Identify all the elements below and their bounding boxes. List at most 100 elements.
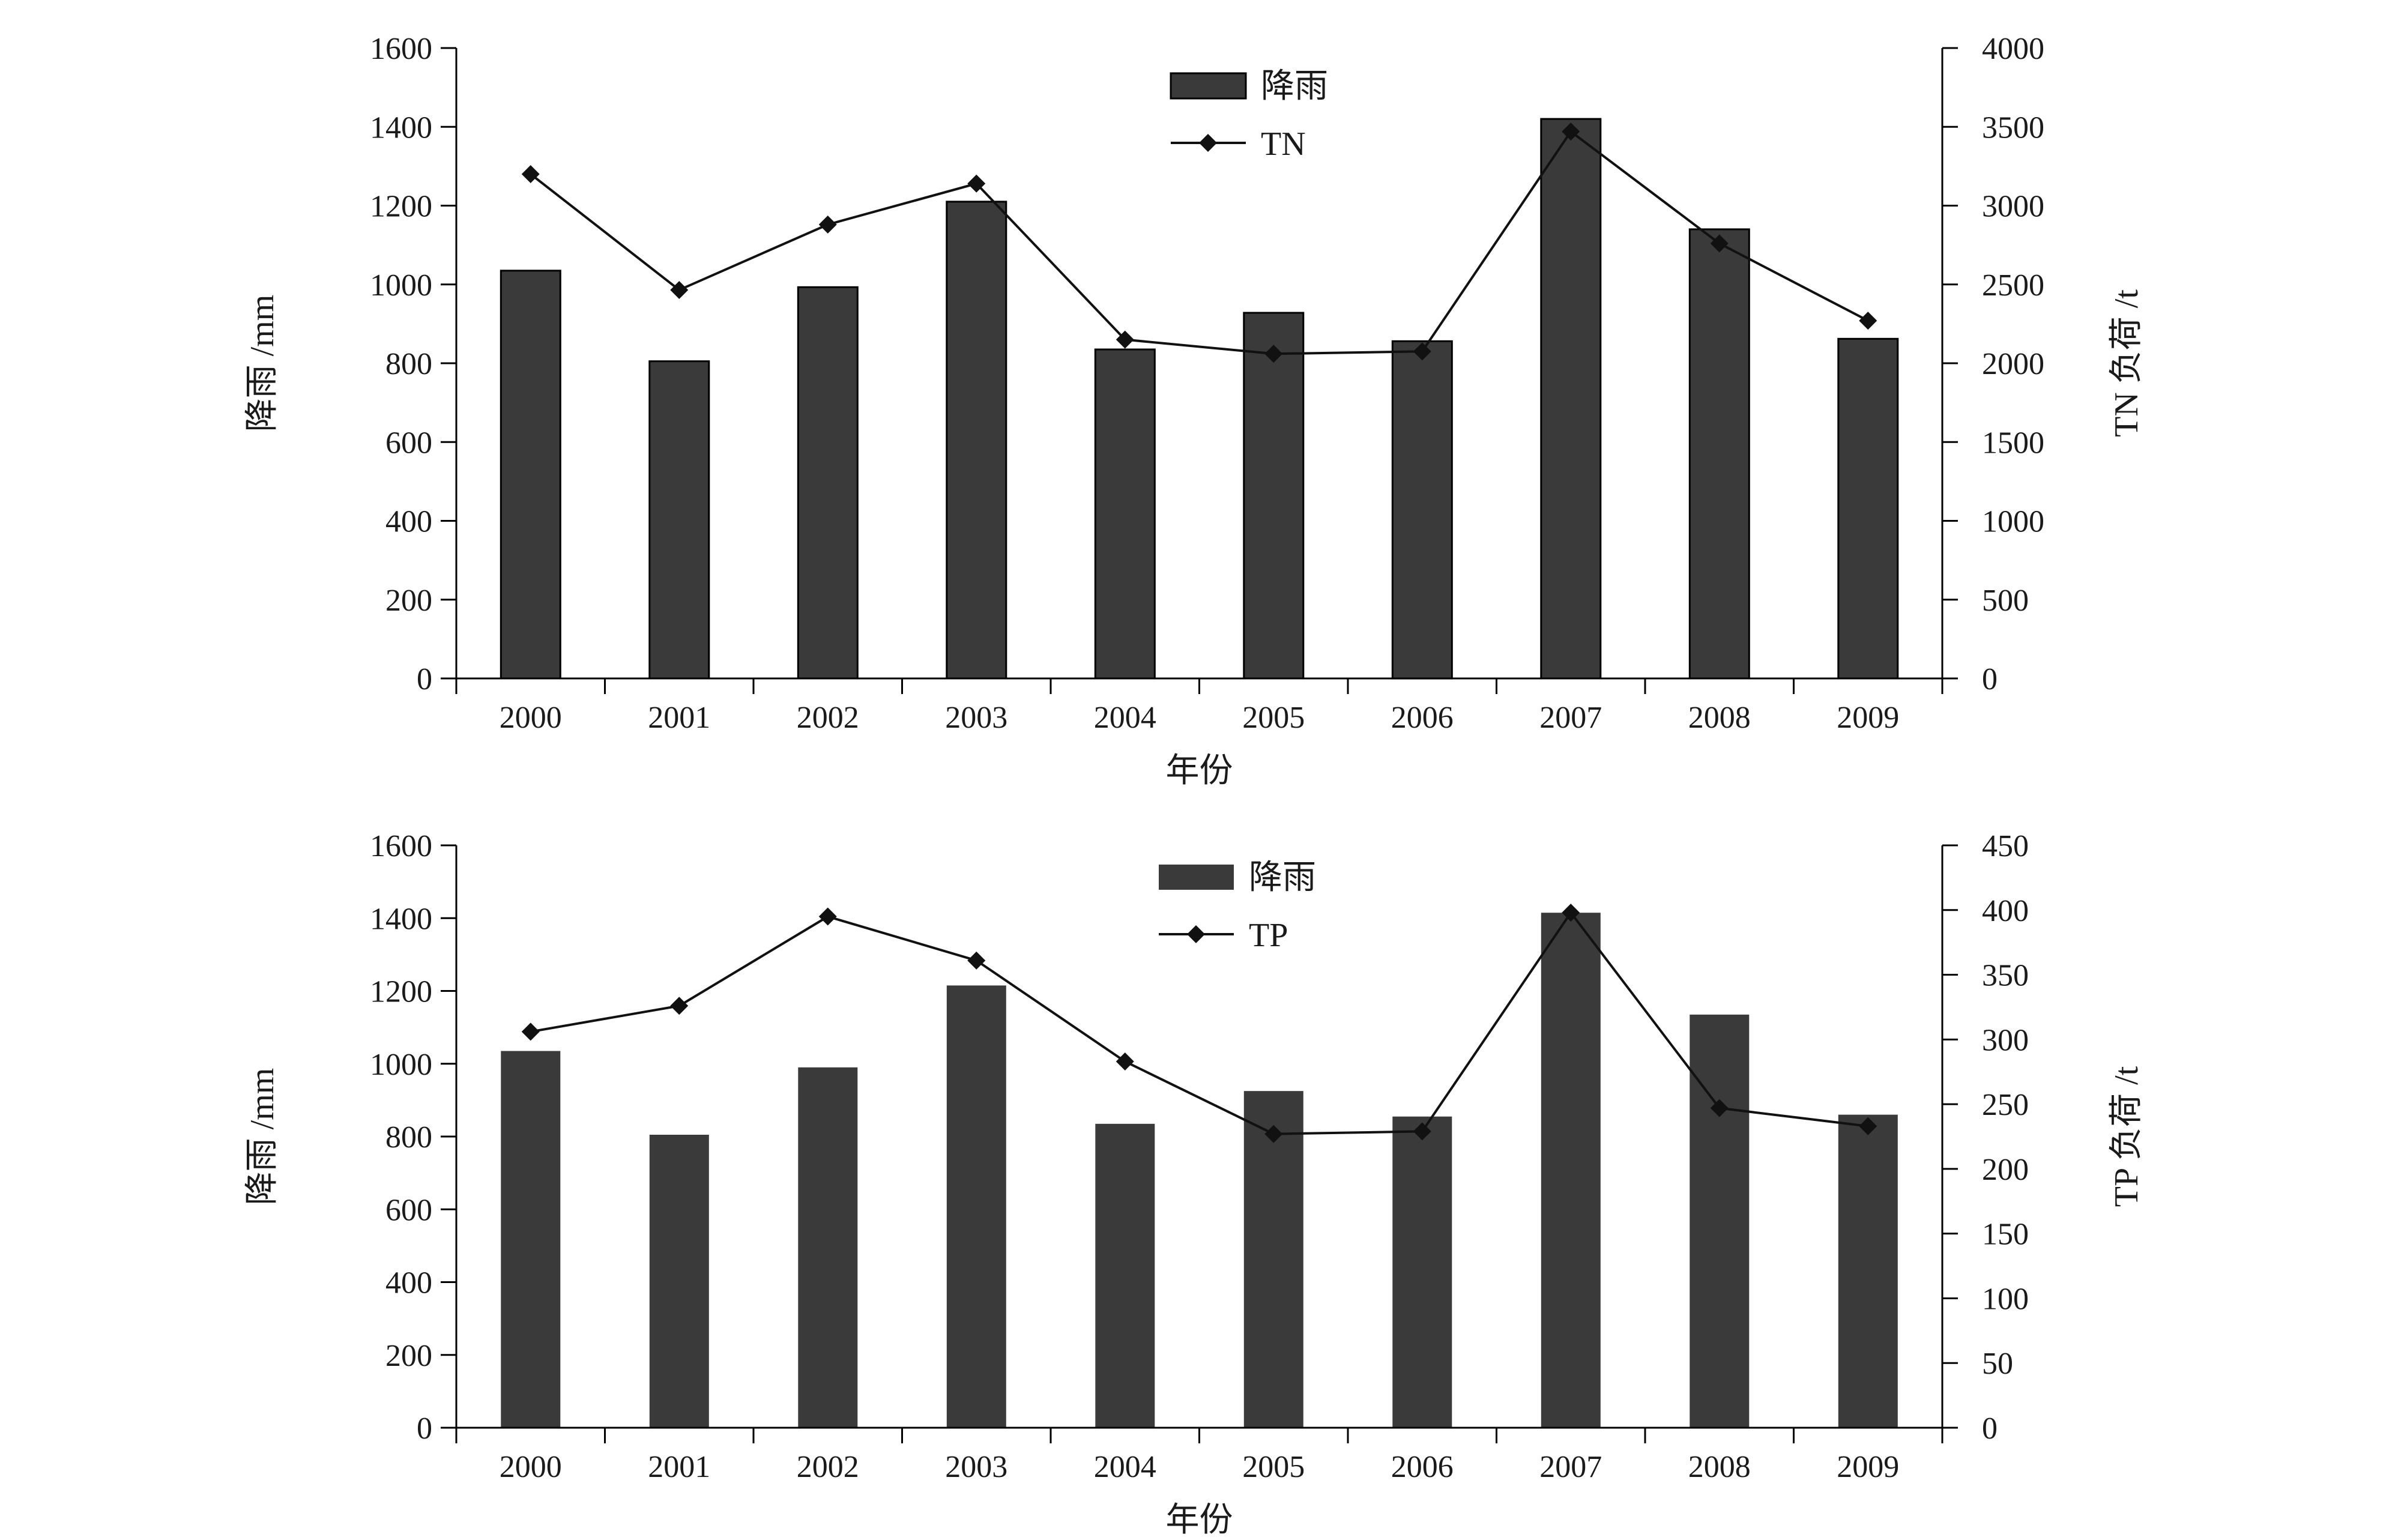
right-tick-label: 0 bbox=[1982, 662, 1998, 696]
load-point bbox=[1562, 122, 1580, 141]
left-tick-label: 400 bbox=[385, 505, 432, 539]
right-tick-label: 1000 bbox=[1982, 505, 2044, 539]
rain-bar bbox=[1540, 118, 1602, 680]
load-point bbox=[521, 1022, 540, 1041]
load-point bbox=[1710, 234, 1729, 253]
rain-bar bbox=[1094, 348, 1156, 680]
rain-bar bbox=[1243, 1091, 1303, 1428]
legend-line-marker bbox=[1187, 925, 1205, 943]
left-tick-label: 800 bbox=[385, 1120, 432, 1155]
left-tick-label: 1600 bbox=[370, 829, 432, 863]
right-tick-label: 3500 bbox=[1982, 110, 2044, 145]
right-axis-title: TP 负荷 /t bbox=[2108, 1066, 2145, 1207]
x-tick-label: 2000 bbox=[500, 1450, 562, 1484]
x-axis-title: 年份 bbox=[1166, 752, 1233, 790]
left-tick-label: 600 bbox=[385, 1193, 432, 1227]
load-point bbox=[818, 216, 837, 234]
load-point bbox=[1264, 345, 1283, 363]
x-tick-label: 2003 bbox=[945, 701, 1007, 735]
rain-bar bbox=[798, 1067, 858, 1428]
left-tick-label: 0 bbox=[417, 1412, 432, 1446]
rain-bar bbox=[1391, 340, 1453, 680]
right-tick-label: 0 bbox=[1982, 1412, 1998, 1446]
legend: 降雨 TP bbox=[1159, 859, 1316, 954]
left-axis-title: 降雨 /mm bbox=[244, 295, 281, 432]
rain-bar bbox=[1392, 1116, 1452, 1428]
x-tick-label: 2004 bbox=[1094, 1450, 1156, 1484]
load-point bbox=[1264, 1125, 1283, 1143]
load-point bbox=[1413, 342, 1431, 361]
x-tick-label: 2009 bbox=[1837, 1450, 1899, 1484]
rain-bar bbox=[946, 201, 1007, 680]
load-line bbox=[530, 130, 1869, 355]
right-tick-label: 300 bbox=[1982, 1023, 2029, 1057]
legend-line-label: TN bbox=[1261, 125, 1306, 163]
right-tick-label: 200 bbox=[1982, 1153, 2029, 1187]
left-tick-label: 800 bbox=[385, 347, 432, 381]
load-line bbox=[530, 910, 1868, 1135]
right-tick-label: 500 bbox=[1982, 584, 2029, 618]
load-point bbox=[1859, 1117, 1877, 1135]
x-axis-title: 年份 bbox=[1166, 1502, 1233, 1537]
legend-line-label: TP bbox=[1249, 917, 1288, 954]
legend-bar-label: 降雨 bbox=[1249, 859, 1316, 896]
right-tick-label: 4000 bbox=[1982, 32, 2044, 66]
x-tick-label: 2001 bbox=[648, 1450, 710, 1484]
right-tick-label: 1500 bbox=[1982, 426, 2044, 460]
right-tick-label: 450 bbox=[1982, 829, 2029, 863]
load-point bbox=[521, 165, 540, 183]
left-tick-label: 200 bbox=[385, 584, 432, 618]
x-tick-label: 2007 bbox=[1539, 1450, 1602, 1484]
load-point bbox=[670, 280, 689, 299]
rain-bar bbox=[1541, 913, 1601, 1428]
right-tick-label: 400 bbox=[1982, 894, 2029, 928]
x-tick-label: 2001 bbox=[648, 701, 710, 735]
x-tick-label: 2005 bbox=[1242, 1450, 1305, 1484]
x-tick-label: 2000 bbox=[500, 701, 562, 735]
left-tick-label: 1000 bbox=[370, 1048, 432, 1082]
load-point bbox=[670, 997, 689, 1015]
left-tick-label: 1400 bbox=[370, 110, 432, 145]
legend-bar-swatch bbox=[1159, 865, 1234, 890]
load-point bbox=[1116, 330, 1134, 349]
rain-bar bbox=[649, 1135, 709, 1428]
chart-1: 0 200 400 600 800 1000 1200 1400 1600 0 500 1000 150… bbox=[244, 32, 2145, 790]
rain-bar bbox=[1690, 1014, 1750, 1428]
load-point bbox=[1562, 904, 1580, 922]
x-tick-label: 2004 bbox=[1094, 701, 1156, 735]
rain-bar bbox=[1837, 337, 1899, 680]
x-tick-label: 2003 bbox=[945, 1450, 1007, 1484]
x-tick-label: 2007 bbox=[1539, 701, 1602, 735]
x-tick-label: 2006 bbox=[1391, 701, 1454, 735]
load-point bbox=[967, 174, 986, 193]
x-tick-label: 2008 bbox=[1688, 1450, 1751, 1484]
left-tick-label: 400 bbox=[385, 1266, 432, 1300]
right-axis-title: TN 负荷 /t bbox=[2108, 289, 2145, 437]
rain-bar bbox=[648, 360, 710, 680]
right-tick-label: 150 bbox=[1982, 1218, 2029, 1252]
left-axis-title: 降雨 /mm bbox=[244, 1068, 281, 1206]
legend-bar-label: 降雨 bbox=[1261, 68, 1328, 105]
rain-bar bbox=[797, 286, 859, 680]
rain-bar bbox=[500, 270, 561, 680]
left-tick-label: 600 bbox=[385, 426, 432, 460]
load-point bbox=[1413, 1122, 1431, 1141]
rain-bar bbox=[1688, 228, 1750, 680]
rain-bar bbox=[1095, 1123, 1155, 1428]
load-point bbox=[1859, 312, 1877, 330]
legend-bar-swatch bbox=[1170, 72, 1247, 100]
left-tick-label: 0 bbox=[417, 662, 432, 696]
load-point bbox=[818, 907, 837, 926]
left-tick-label: 1200 bbox=[370, 975, 432, 1009]
right-tick-label: 3000 bbox=[1982, 190, 2044, 224]
rain-bar bbox=[1243, 312, 1305, 680]
x-tick-label: 2008 bbox=[1688, 701, 1751, 735]
x-tick-label: 2002 bbox=[797, 1450, 859, 1484]
x-tick-label: 2006 bbox=[1391, 1450, 1454, 1484]
rain-bar bbox=[1838, 1114, 1898, 1428]
right-tick-label: 250 bbox=[1982, 1088, 2029, 1122]
legend-line-marker bbox=[1199, 134, 1217, 152]
right-tick-label: 2000 bbox=[1982, 347, 2044, 381]
right-tick-label: 100 bbox=[1982, 1282, 2029, 1316]
